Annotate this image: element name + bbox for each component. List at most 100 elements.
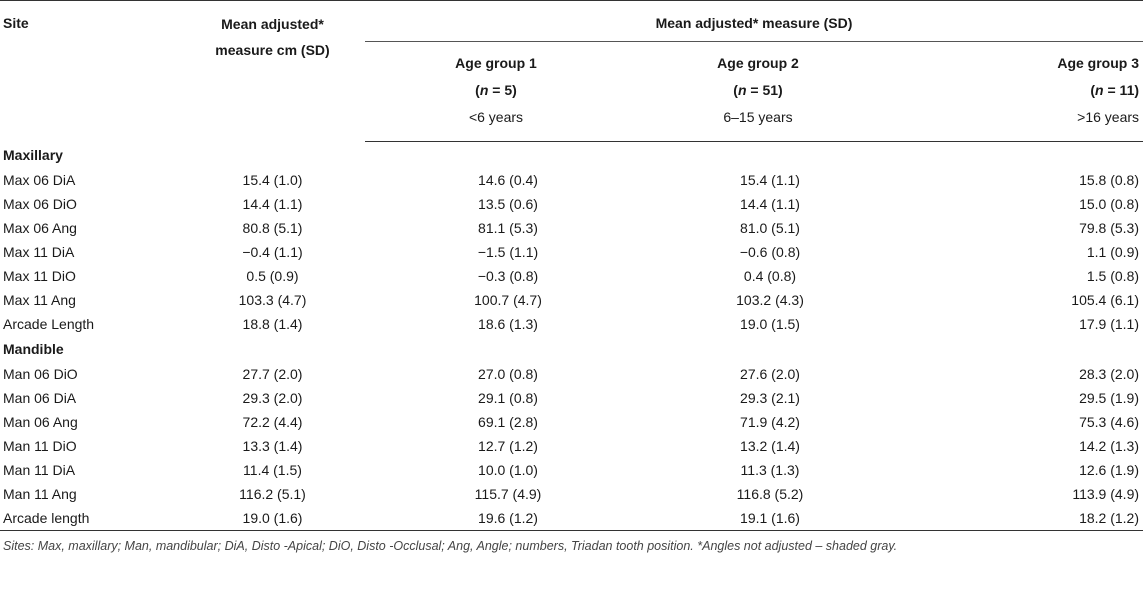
cell-g2: 116.8 (5.2) [736, 486, 804, 502]
cell-g3: 15.0 (0.8) [1079, 196, 1140, 212]
data-table-container: Site Mean adjusted* measure cm (SD) Mean… [0, 0, 1143, 553]
cell-g1: 12.7 (1.2) [478, 438, 538, 454]
cell-g3: 1.5 (0.8) [1086, 268, 1140, 284]
cell-mean: 27.7 (2.0) [242, 366, 303, 382]
cell-site: Max 11 Ang [3, 292, 76, 308]
cell-g1: 13.5 (0.6) [478, 196, 538, 212]
cell-site: Man 11 DiO [3, 438, 77, 454]
cell-g1: 27.0 (0.8) [478, 366, 538, 382]
age-group-n: (n = 11) [1090, 82, 1140, 98]
cell-mean: 13.3 (1.4) [242, 438, 303, 454]
cell-g2: 71.9 (4.2) [740, 414, 800, 430]
measurements-table: Site Mean adjusted* measure cm (SD) Mean… [0, 0, 1143, 531]
cell-g1: 29.1 (0.8) [478, 390, 538, 406]
cell-site: Man 06 DiO [3, 366, 78, 382]
table-row: Man 11 DiA 11.4 (1.5) 10.0 (1.0) 11.3 (1.3)… [0, 458, 1143, 482]
cell-g3: 113.9 (4.9) [1072, 486, 1140, 502]
cell-g2: 81.0 (5.1) [740, 220, 800, 236]
cell-g1: 100.7 (4.7) [474, 292, 542, 308]
cell-site: Max 11 DiO [3, 268, 76, 284]
cell-mean: 18.8 (1.4) [242, 316, 303, 332]
header-site: Site [0, 0, 180, 142]
section-title: Maxillary [3, 147, 63, 163]
cell-g2: 19.1 (1.6) [627, 506, 889, 531]
table-footnote: Sites: Max, maxillary; Man, mandibular; … [3, 539, 898, 553]
cell-g3: 28.3 (2.0) [1079, 366, 1140, 382]
cell-mean: 103.3 (4.7) [238, 292, 307, 308]
cell-g3: 17.9 (1.1) [1079, 316, 1140, 332]
cell-site: Man 11 Ang [3, 486, 77, 502]
age-group-range: 6–15 years [723, 109, 793, 125]
header-mean-line1: Mean adjusted* [221, 16, 324, 32]
cell-g2: −0.6 (0.8) [739, 244, 801, 260]
cell-g3: 14.2 (1.3) [1079, 438, 1140, 454]
cell-g1: 19.6 (1.2) [365, 506, 627, 531]
cell-g3: 29.5 (1.9) [1079, 390, 1140, 406]
cell-g2: 11.3 (1.3) [740, 462, 800, 478]
cell-g3: 15.8 (0.8) [1079, 172, 1140, 188]
cell-g3: 75.3 (4.6) [1079, 414, 1140, 430]
cell-mean: 80.8 (5.1) [242, 220, 303, 236]
header-mean-adjusted-span: Mean adjusted* measure (SD) [365, 0, 1143, 42]
cell-mean: 116.2 (5.1) [239, 486, 306, 502]
table-body: Maxillary Max 06 DiA 15.4 (1.0) 14.6 (0.4) 1… [0, 142, 1143, 531]
cell-g3: 79.8 (5.3) [1079, 220, 1140, 236]
cell-g1: 69.1 (2.8) [478, 414, 538, 430]
cell-site: Max 11 DiA [3, 244, 75, 260]
table-header: Site Mean adjusted* measure cm (SD) Mean… [0, 0, 1143, 142]
cell-mean: 29.3 (2.0) [242, 390, 303, 406]
table-row: Arcade length 19.0 (1.6) 19.6 (1.2) 19.1 (1… [0, 506, 1143, 531]
table-row: Man 06 Ang 72.2 (4.4) 69.1 (2.8) 71.9 (4.2)… [0, 410, 1143, 434]
table-row: Max 06 Ang 80.8 (5.1) 81.1 (5.3) 81.0 (5.1)… [0, 216, 1143, 240]
table-row: Arcade Length 18.8 (1.4) 18.6 (1.3) 19.0 (1… [0, 312, 1143, 336]
age-group-range: >16 years [1077, 109, 1140, 125]
age-group-range: <6 years [468, 109, 524, 125]
cell-g1: 81.1 (5.3) [478, 220, 538, 236]
cell-g1: 18.6 (1.3) [478, 316, 538, 332]
section-title: Mandible [3, 341, 64, 357]
cell-site: Man 06 DiA [3, 390, 77, 406]
age-group-label: Age group 2 [717, 55, 799, 71]
cell-g3: 105.4 (6.1) [1071, 292, 1140, 308]
cell-g2: 15.4 (1.1) [740, 172, 800, 188]
cell-g3: 12.6 (1.9) [1079, 462, 1140, 478]
table-row: Man 11 Ang 116.2 (5.1) 115.7 (4.9) 116.8 (5… [0, 482, 1143, 506]
cell-g2: 14.4 (1.1) [740, 196, 800, 212]
table-row: Man 11 DiO 13.3 (1.4) 12.7 (1.2) 13.2 (1.4)… [0, 434, 1143, 458]
table-row: Max 11 Ang 103.3 (4.7) 100.7 (4.7) 103.2 (4… [0, 288, 1143, 312]
cell-g1: 115.7 (4.9) [474, 486, 542, 502]
header-mean-line2: measure cm (SD) [215, 42, 330, 58]
cell-g1: 10.0 (1.0) [478, 462, 538, 478]
cell-mean: 15.4 (1.0) [242, 172, 303, 188]
cell-g2: 0.4 (0.8) [743, 268, 797, 284]
cell-mean: 11.4 (1.5) [243, 462, 302, 478]
header-age-group-3: Age group 3 (n = 11) >16 years [889, 41, 1143, 142]
header-mean-adjusted: Mean adjusted* measure cm (SD) [180, 0, 365, 142]
cell-g1: −0.3 (0.8) [477, 268, 539, 284]
cell-mean: 0.5 (0.9) [246, 268, 299, 284]
cell-g2: 27.6 (2.0) [740, 366, 800, 382]
cell-g3: 1.1 (0.9) [1086, 244, 1140, 260]
cell-site: Max 06 DiO [3, 196, 77, 212]
age-group-label: Age group 1 [455, 55, 537, 71]
header-age-group-2: Age group 2 (n = 51) 6–15 years [627, 41, 889, 142]
section-header-row: Mandible [0, 336, 1143, 362]
cell-g2: 103.2 (4.3) [736, 292, 804, 308]
table-row: Max 06 DiO 14.4 (1.1) 13.5 (0.6) 14.4 (1.1)… [0, 192, 1143, 216]
section-header-row: Maxillary [0, 142, 1143, 169]
cell-site: Arcade Length [3, 316, 95, 332]
cell-g2: 29.3 (2.1) [740, 390, 800, 406]
header-age-group-1: Age group 1 (n = 5) <6 years [365, 41, 627, 142]
cell-g3: 18.2 (1.2) [889, 506, 1143, 531]
cell-g1: −1.5 (1.1) [477, 244, 539, 260]
cell-g1: 14.6 (0.4) [478, 172, 538, 188]
age-group-n: (n = 5) [475, 82, 517, 98]
cell-mean: 19.0 (1.6) [180, 506, 365, 531]
cell-mean: 14.4 (1.1) [242, 196, 303, 212]
cell-site: Max 06 DiA [3, 172, 76, 188]
cell-site: Man 06 Ang [3, 414, 78, 430]
cell-mean: −0.4 (1.1) [242, 244, 303, 260]
table-row: Man 06 DiA 29.3 (2.0) 29.1 (0.8) 29.3 (2.1)… [0, 386, 1143, 410]
cell-site: Arcade length [0, 506, 180, 531]
cell-g2: 13.2 (1.4) [740, 438, 800, 454]
